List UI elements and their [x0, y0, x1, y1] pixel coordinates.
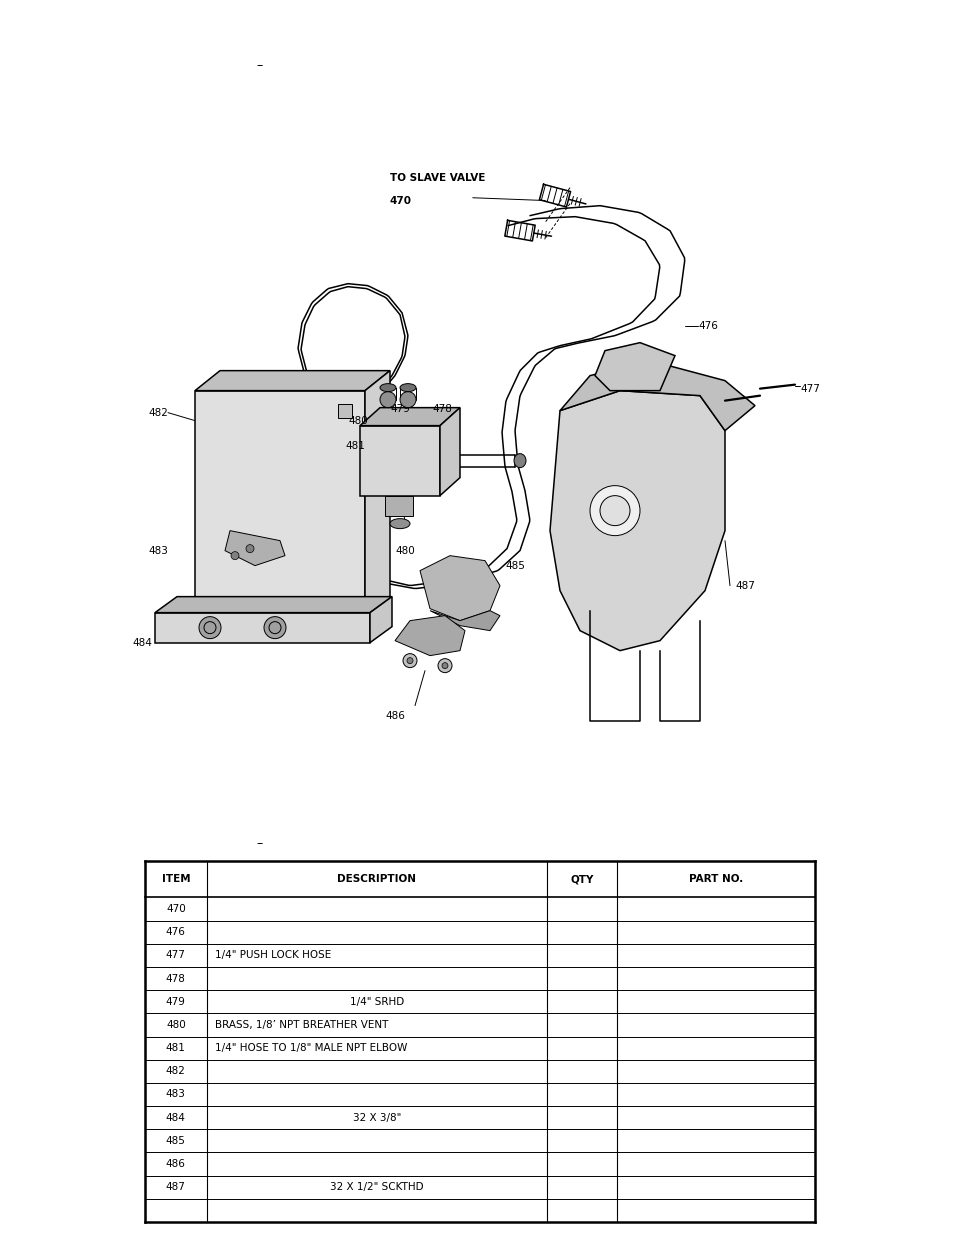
- Text: 483: 483: [166, 1089, 186, 1099]
- Text: ITEM: ITEM: [161, 874, 190, 884]
- Polygon shape: [154, 597, 392, 613]
- Text: –: –: [256, 59, 263, 72]
- Text: 470: 470: [390, 195, 412, 206]
- Polygon shape: [154, 613, 370, 642]
- Text: 32 X 1/2" SCKTHD: 32 X 1/2" SCKTHD: [330, 1182, 423, 1192]
- Polygon shape: [559, 361, 754, 431]
- Polygon shape: [194, 370, 390, 390]
- Polygon shape: [439, 408, 459, 495]
- Polygon shape: [359, 408, 459, 426]
- Polygon shape: [370, 597, 392, 642]
- Text: 480: 480: [395, 546, 415, 556]
- Text: 1/4" PUSH LOCK HOSE: 1/4" PUSH LOCK HOSE: [214, 951, 331, 961]
- Ellipse shape: [390, 519, 410, 529]
- Circle shape: [402, 653, 416, 668]
- Circle shape: [246, 545, 253, 552]
- Text: 485: 485: [504, 561, 524, 571]
- Text: 477: 477: [800, 384, 819, 394]
- Polygon shape: [419, 556, 499, 621]
- Text: 486: 486: [385, 710, 404, 721]
- Text: 484: 484: [132, 637, 152, 647]
- Text: 479: 479: [390, 404, 410, 414]
- Text: 470: 470: [166, 904, 186, 914]
- Text: 487: 487: [166, 1182, 186, 1192]
- Text: –: –: [256, 837, 263, 850]
- Text: TO SLAVE VALVE: TO SLAVE VALVE: [390, 173, 485, 183]
- Text: 482: 482: [166, 1066, 186, 1076]
- Text: 480: 480: [166, 1020, 186, 1030]
- Polygon shape: [595, 342, 675, 390]
- Text: 484: 484: [166, 1113, 186, 1123]
- Text: QTY: QTY: [570, 874, 593, 884]
- Circle shape: [599, 495, 629, 526]
- Text: 481: 481: [166, 1044, 186, 1053]
- Text: 1/4" SRHD: 1/4" SRHD: [350, 997, 403, 1007]
- Text: 477: 477: [166, 951, 186, 961]
- Polygon shape: [194, 390, 365, 621]
- Text: 32 X 3/8": 32 X 3/8": [353, 1113, 400, 1123]
- Text: 1/4" HOSE TO 1/8" MALE NPT ELBOW: 1/4" HOSE TO 1/8" MALE NPT ELBOW: [214, 1044, 407, 1053]
- Text: BRASS, 1/8’ NPT BREATHER VENT: BRASS, 1/8’ NPT BREATHER VENT: [214, 1020, 388, 1030]
- Text: 483: 483: [148, 546, 168, 556]
- Circle shape: [407, 658, 413, 663]
- Text: 476: 476: [166, 927, 186, 937]
- Text: 487: 487: [734, 580, 754, 590]
- Circle shape: [589, 485, 639, 536]
- Ellipse shape: [379, 384, 395, 391]
- Circle shape: [399, 391, 416, 408]
- Bar: [359, 426, 439, 495]
- Polygon shape: [430, 610, 499, 631]
- Text: 485: 485: [166, 1136, 186, 1146]
- Circle shape: [231, 552, 239, 559]
- Text: 478: 478: [166, 973, 186, 983]
- Text: 482: 482: [148, 408, 168, 417]
- Circle shape: [379, 391, 395, 408]
- Polygon shape: [365, 370, 390, 621]
- Ellipse shape: [399, 384, 416, 391]
- Ellipse shape: [514, 453, 525, 468]
- Polygon shape: [550, 390, 724, 651]
- Circle shape: [264, 616, 286, 638]
- Text: PART NO.: PART NO.: [688, 874, 742, 884]
- Bar: [385, 495, 413, 516]
- Text: 479: 479: [166, 997, 186, 1007]
- Text: DESCRIPTION: DESCRIPTION: [337, 874, 416, 884]
- Bar: [337, 404, 352, 417]
- Text: 481: 481: [345, 441, 365, 451]
- Circle shape: [199, 616, 221, 638]
- Text: 478: 478: [432, 404, 452, 414]
- Polygon shape: [225, 531, 285, 566]
- Circle shape: [437, 658, 452, 673]
- Text: 480: 480: [348, 416, 368, 426]
- Polygon shape: [395, 615, 464, 656]
- Circle shape: [441, 663, 448, 668]
- Text: 476: 476: [698, 321, 717, 331]
- Text: 486: 486: [166, 1158, 186, 1170]
